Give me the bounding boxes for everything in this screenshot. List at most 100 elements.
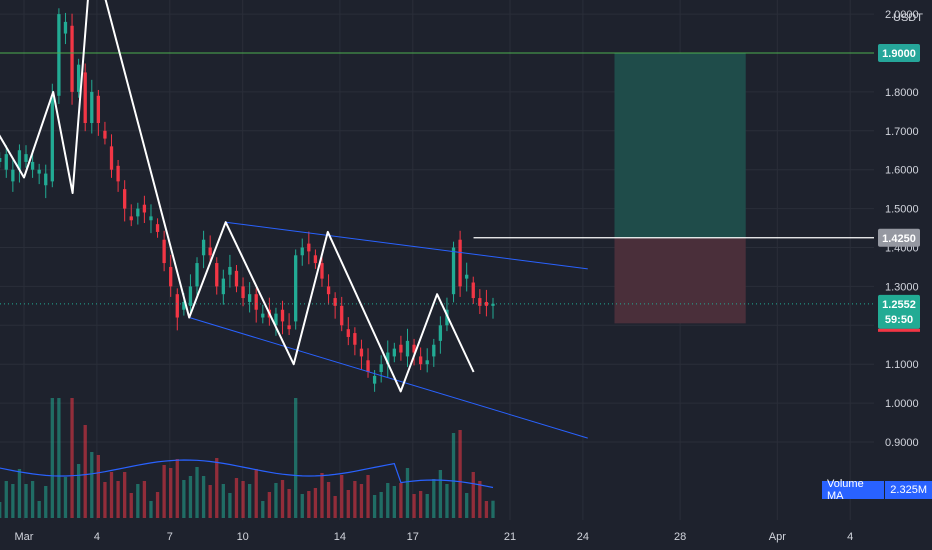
volume-bar [169, 468, 173, 518]
candle-body [30, 161, 35, 170]
volume-ma-legend[interactable]: Volume MA 2.325M [822, 478, 932, 502]
volume-bar [353, 481, 357, 518]
candle-body [340, 305, 344, 326]
candle-body [465, 274, 469, 279]
x-axis-tick: Mar [15, 531, 34, 543]
volume-bar [208, 485, 212, 518]
candle-body [471, 282, 475, 299]
volume-bar [418, 491, 423, 518]
volume-bar [234, 478, 239, 518]
volume-bar [484, 501, 489, 518]
volume-bar [287, 489, 291, 518]
candle-body [221, 278, 225, 295]
candle-body [0, 158, 2, 162]
volume-bar [478, 481, 482, 518]
candle-body [418, 356, 423, 365]
y-axis-tick: 1.1000 [885, 359, 919, 371]
volume-bar [17, 469, 22, 518]
candle-body [70, 25, 74, 92]
candle-body [142, 204, 147, 213]
volume-bar [300, 494, 304, 518]
candle-body [208, 247, 212, 256]
y-axis-tick: 1.6000 [885, 165, 919, 177]
volume-ma-value: 2.325M [885, 481, 932, 499]
candle-body [50, 95, 54, 182]
candle-body [63, 21, 68, 34]
volume-bar [0, 502, 2, 518]
candle-body [412, 344, 416, 353]
candle-body [399, 344, 403, 353]
candle-body [162, 239, 166, 264]
volume-bar [458, 430, 462, 518]
candle-body [326, 286, 331, 295]
zigzag-line [0, 0, 475, 393]
y-axis-tick: 1.3000 [885, 281, 919, 293]
x-axis-tick: 17 [407, 531, 419, 543]
volume-bar [103, 482, 107, 518]
volume-bar [4, 481, 8, 518]
candle-body [287, 325, 291, 330]
volume-bar [307, 491, 311, 518]
volume-bar [274, 483, 278, 518]
volume-bar [366, 475, 370, 518]
volume-bar [241, 481, 245, 518]
volume-bar [96, 455, 101, 518]
volume-bar [294, 398, 298, 518]
candle-body [37, 169, 41, 174]
entry-price-text: 1.4250 [882, 233, 916, 245]
volume-bar [90, 452, 94, 518]
candle-body [300, 247, 304, 256]
volume-bar [149, 501, 153, 518]
volume-bar [491, 500, 495, 518]
candle-body [241, 286, 245, 299]
candle-body [353, 333, 357, 345]
y-axis-tick: 1.8000 [885, 87, 919, 99]
volume-bar [228, 493, 232, 518]
volume-bar [333, 496, 337, 518]
upper-trendline [225, 221, 588, 270]
candle-body [103, 130, 107, 139]
volume-bar [83, 425, 87, 518]
volume-bar [320, 473, 324, 518]
volume-bar [109, 472, 114, 518]
volume-bar [50, 398, 54, 518]
candlesticks [0, 8, 495, 392]
volume-bar [57, 398, 61, 518]
lower-trendline [189, 317, 588, 439]
candle-body [169, 266, 173, 287]
candle-body [90, 91, 94, 124]
volume-bar [399, 483, 403, 518]
volume-bar [412, 494, 416, 518]
candle-body [313, 255, 318, 264]
candle-body [188, 286, 193, 306]
volume-bar [254, 469, 258, 518]
volume-bar [432, 479, 436, 518]
volume-bar [76, 464, 81, 518]
candle-body [96, 95, 101, 124]
current-price-text: 1.2552 [882, 299, 916, 311]
y-axis-tick: 1.7000 [885, 126, 919, 138]
candle-body [261, 313, 265, 318]
volume-bar [129, 493, 133, 518]
candle-body [458, 239, 462, 287]
x-axis-tick: 4 [847, 531, 853, 543]
candle-body [195, 263, 199, 287]
volume-bar [267, 492, 272, 518]
volume-bar [247, 484, 252, 518]
candle-body [175, 294, 179, 318]
y-axis-tick: 1.0000 [885, 398, 919, 410]
volume-bar [471, 472, 475, 518]
candle-body [491, 303, 495, 306]
volume-bar [359, 484, 364, 518]
volume-bar [438, 470, 443, 518]
volume-bar [392, 486, 396, 518]
volume-bar [162, 465, 166, 518]
quote-currency-label: USDT [893, 12, 923, 24]
candle-body [425, 360, 429, 365]
volume-bar [30, 481, 35, 518]
volume-bar [136, 484, 140, 518]
target-price-tag [878, 44, 920, 62]
loss-zone [614, 237, 746, 324]
